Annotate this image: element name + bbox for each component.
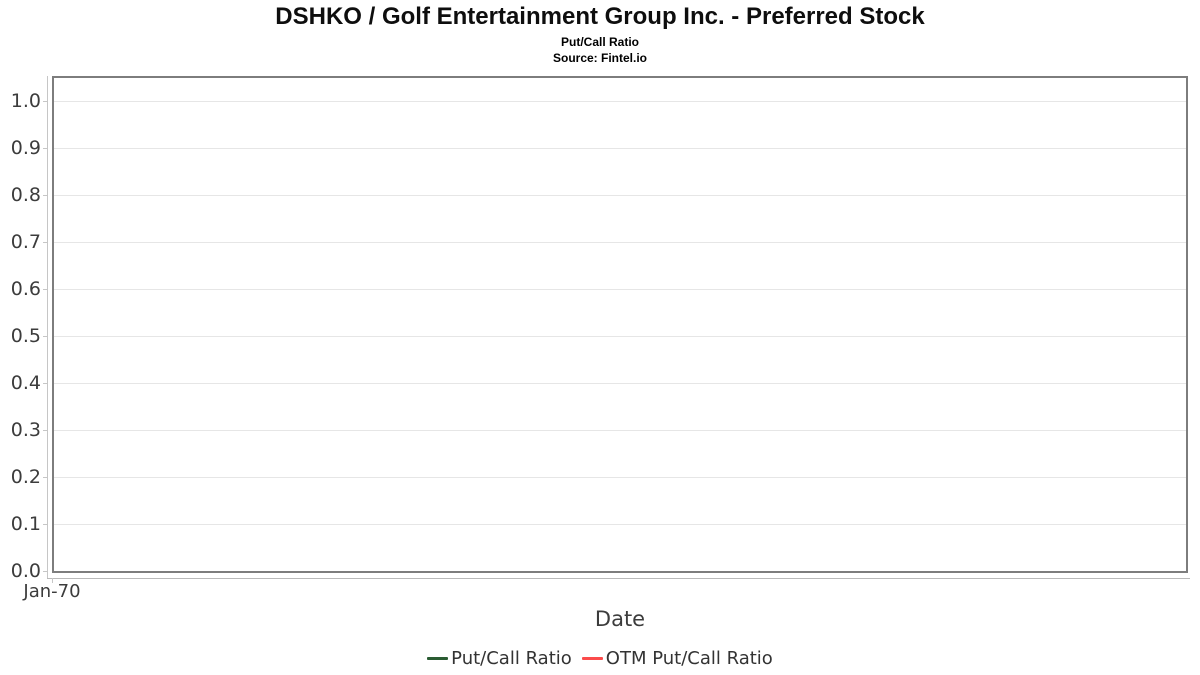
y-tick-label: 0.4: [10, 372, 41, 395]
y-tick-mark: [43, 383, 48, 385]
y-tick-label: 0.8: [10, 184, 41, 207]
y-tick-label: 0.2: [10, 466, 41, 489]
gridline: [54, 289, 1186, 291]
gridline: [54, 336, 1186, 338]
legend-line-marker: [581, 657, 603, 660]
chart-source-credit: Source: Fintel.io: [552, 51, 647, 65]
legend-label: OTM Put/Call Ratio: [605, 648, 773, 669]
y-tick-mark: [43, 430, 48, 432]
legend-label: Put/Call Ratio: [451, 648, 572, 669]
y-tick-mark: [43, 148, 48, 150]
y-tick-mark: [43, 524, 48, 526]
y-tick-label: 0.1: [10, 513, 41, 536]
y-tick-mark: [43, 477, 48, 479]
y-tick-mark: [43, 571, 48, 572]
y-axis-line: [47, 76, 48, 579]
plot-area: [52, 76, 1188, 573]
legend-item[interactable]: OTM Put/Call Ratio: [581, 648, 773, 669]
legend-item[interactable]: Put/Call Ratio: [427, 648, 572, 669]
y-tick-label: 1.0: [10, 90, 41, 113]
y-tick-mark: [43, 289, 48, 291]
legend-line-marker: [427, 657, 449, 660]
y-tick-label: 0.3: [10, 419, 41, 442]
y-tick-mark: [43, 101, 48, 103]
legend: Put/Call Ratio OTM Put/Call Ratio: [0, 648, 1200, 669]
y-tick-label: 0.6: [10, 278, 41, 301]
gridline: [54, 430, 1186, 432]
gridline: [54, 195, 1186, 197]
gridline: [54, 101, 1186, 103]
gridline: [54, 242, 1186, 244]
gridline: [54, 477, 1186, 479]
y-tick-mark: [43, 242, 48, 244]
gridline: [54, 148, 1186, 150]
y-tick-mark: [43, 195, 48, 197]
y-tick-mark: [43, 336, 48, 338]
gridline: [54, 524, 1186, 526]
x-axis-title: Date: [594, 607, 646, 631]
chart-title: DSHKO / Golf Entertainment Group Inc. - …: [275, 3, 925, 30]
x-tick-label: Jan-70: [23, 581, 81, 602]
chart-subtitle: Put/Call Ratio: [560, 35, 639, 49]
gridline: [54, 383, 1186, 385]
y-tick-label: 0.5: [10, 325, 41, 348]
x-axis-line: [47, 578, 1190, 579]
x-tick-mark: [52, 578, 53, 583]
y-tick-label: 0.0: [10, 560, 41, 582]
y-tick-label: 0.7: [10, 231, 41, 254]
y-tick-label: 0.9: [10, 137, 41, 160]
